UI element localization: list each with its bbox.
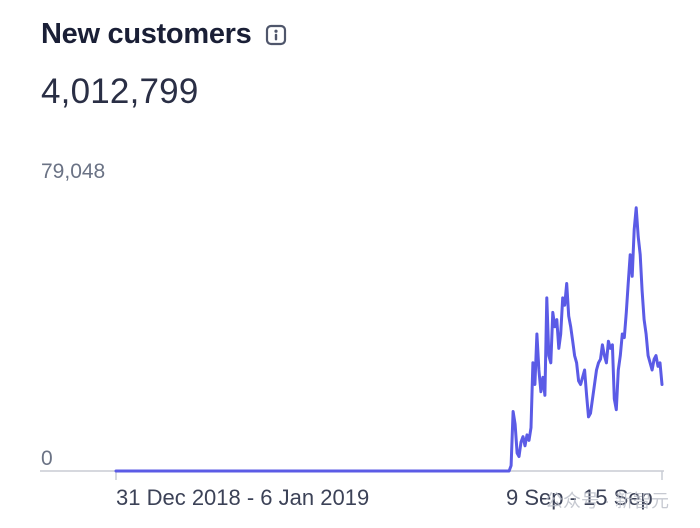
series-line bbox=[114, 206, 664, 473]
info-icon[interactable] bbox=[265, 24, 287, 46]
watermark: 公众号 · 新智元 bbox=[545, 491, 669, 511]
card-header: New customers bbox=[41, 18, 287, 51]
card-title: New customers bbox=[41, 18, 252, 50]
y-axis-max-label: 79,048 bbox=[41, 160, 106, 183]
y-axis-min-label: 0 bbox=[41, 447, 53, 470]
x-axis-label-start: 31 Dec 2018 - 6 Jan 2019 bbox=[116, 485, 370, 510]
metric-value: 4,012,799 bbox=[41, 72, 199, 111]
x-axis-label-end: 9 Sep - 15 Sep bbox=[506, 485, 653, 510]
